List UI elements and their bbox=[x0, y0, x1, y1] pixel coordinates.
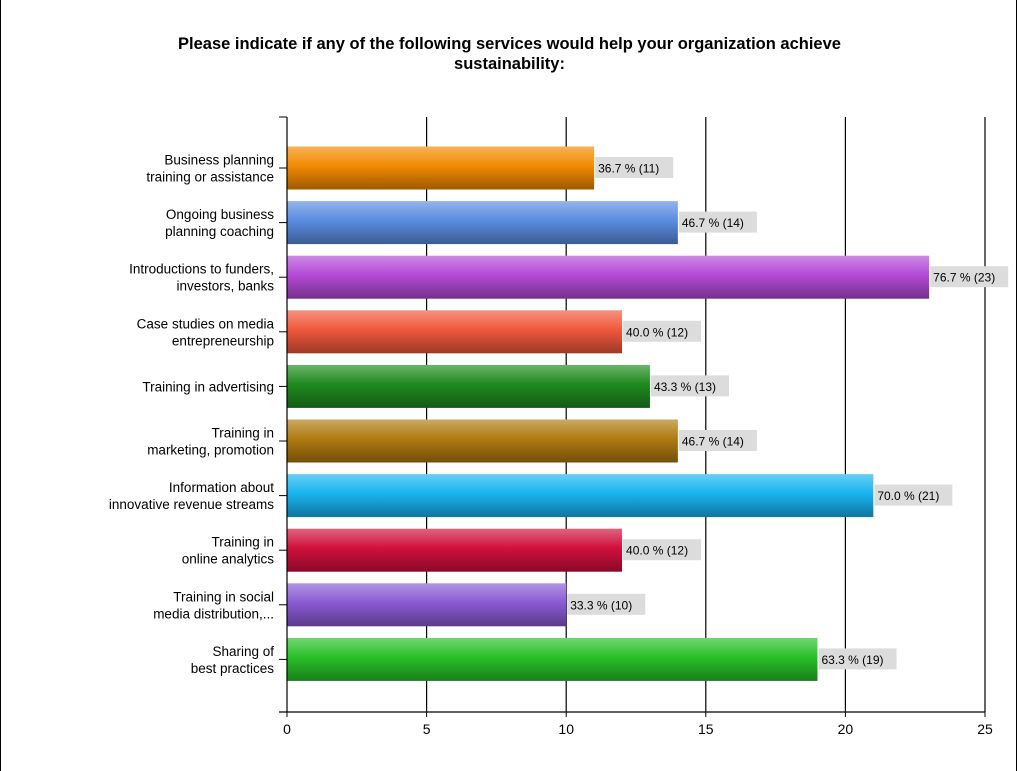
x-tick-label: 0 bbox=[283, 721, 291, 737]
value-label: 63.3 % (19) bbox=[821, 653, 883, 667]
value-label-box bbox=[678, 211, 757, 233]
bar bbox=[287, 637, 818, 681]
bar bbox=[287, 364, 650, 408]
x-tick-label: 5 bbox=[423, 721, 431, 737]
bar bbox=[287, 310, 623, 354]
value-label-box bbox=[818, 648, 897, 670]
category-label: Case studies on media entrepreneurship bbox=[137, 316, 275, 348]
bar bbox=[287, 255, 930, 299]
value-label: 40.0 % (12) bbox=[626, 325, 688, 339]
category-label: Information about innovative revenue stre… bbox=[109, 480, 274, 512]
value-label: 36.7 % (11) bbox=[598, 162, 659, 176]
value-label-box bbox=[930, 266, 1009, 288]
bar bbox=[287, 419, 678, 463]
x-tick-label: 25 bbox=[977, 721, 993, 737]
category-label: Ongoing business planning coaching bbox=[165, 207, 274, 239]
value-label: 76.7 % (23) bbox=[933, 271, 995, 285]
x-tick-label: 10 bbox=[558, 721, 574, 737]
value-label: 46.7 % (14) bbox=[682, 435, 744, 449]
category-label: Training in social media distribution,... bbox=[153, 589, 274, 621]
value-label: 33.3 % (10) bbox=[570, 598, 632, 612]
value-label: 40.0 % (12) bbox=[626, 544, 688, 558]
bar bbox=[287, 528, 623, 572]
category-label: Training in marketing, promotion bbox=[147, 426, 274, 458]
value-label: 70.0 % (21) bbox=[877, 489, 939, 503]
category-label: Training in online analytics bbox=[182, 535, 275, 567]
value-label-box bbox=[595, 157, 674, 178]
value-label-box bbox=[678, 430, 757, 451]
category-label: Sharing of best practices bbox=[191, 644, 275, 676]
bar bbox=[287, 146, 595, 190]
value-label: 43.3 % (13) bbox=[654, 380, 716, 394]
value-label-box bbox=[650, 375, 730, 397]
value-label-box bbox=[623, 539, 702, 561]
bar bbox=[287, 201, 678, 245]
category-label: Training in advertising bbox=[142, 379, 274, 394]
x-tick-label: 15 bbox=[698, 721, 714, 737]
value-label: 46.7 % (14) bbox=[682, 216, 744, 230]
bar bbox=[287, 583, 567, 627]
value-label-box bbox=[874, 484, 953, 506]
x-tick-label: 20 bbox=[838, 721, 854, 737]
chart-title: Please indicate if any of the following … bbox=[178, 35, 841, 73]
bar bbox=[287, 474, 874, 518]
value-label-box bbox=[567, 593, 646, 615]
category-label: Business planning training or assistance bbox=[146, 153, 274, 185]
category-label: Introductions to funders, investors, bank… bbox=[129, 262, 274, 294]
value-label-box bbox=[623, 320, 702, 342]
